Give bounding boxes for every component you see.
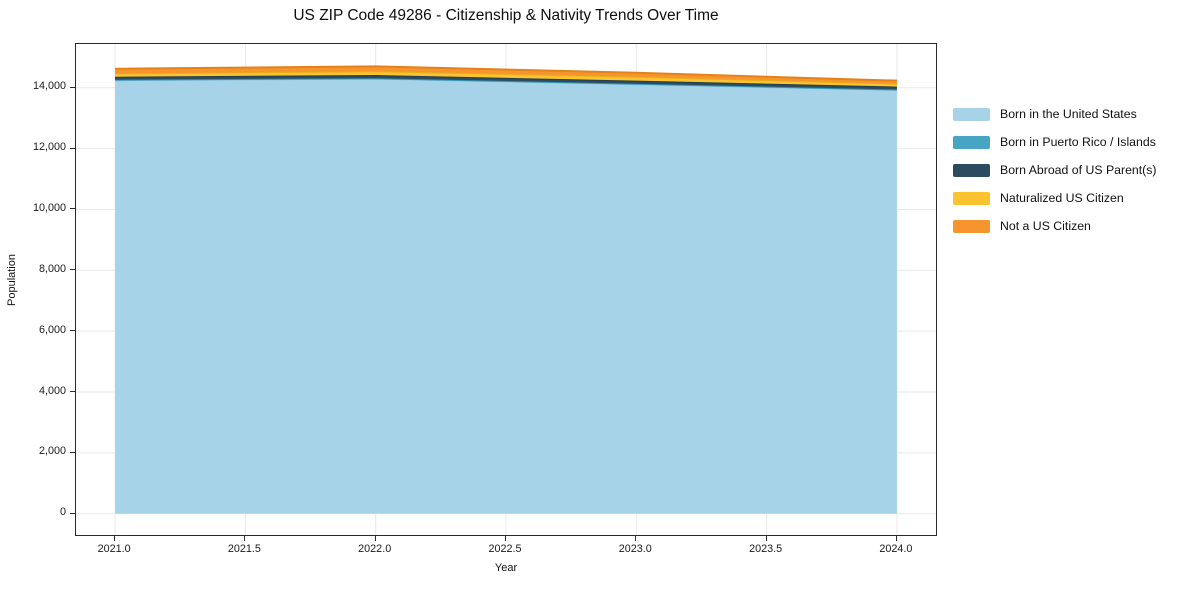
legend-swatch-icon bbox=[953, 163, 990, 177]
legend-label: Born in the United States bbox=[1000, 107, 1137, 121]
x-tick-mark bbox=[114, 536, 116, 541]
x-tick-label: 2024.0 bbox=[879, 543, 913, 555]
y-tick-mark bbox=[70, 512, 75, 514]
y-axis-label: Population bbox=[6, 254, 18, 306]
x-tick-mark bbox=[505, 536, 506, 541]
x-tick-mark bbox=[895, 536, 897, 541]
legend-label: Naturalized US Citizen bbox=[1000, 191, 1124, 205]
stacked-area-chart bbox=[76, 44, 936, 535]
legend-item: Not a US Citizen bbox=[953, 212, 1157, 240]
legend-swatch-icon bbox=[953, 107, 990, 121]
legend-item: Born Abroad of US Parent(s) bbox=[953, 156, 1157, 184]
x-tick-mark bbox=[635, 536, 637, 541]
area-topline bbox=[115, 65, 897, 82]
legend-label: Not a US Citizen bbox=[1000, 219, 1091, 233]
y-tick-label: 0 bbox=[59, 506, 66, 519]
x-tick-label: 2023.0 bbox=[618, 543, 652, 555]
x-axis-label: Year bbox=[494, 562, 518, 574]
y-tick-label: 2,000 bbox=[38, 445, 66, 458]
x-tick-mark bbox=[374, 536, 376, 541]
area-not-a-us-citizen bbox=[115, 66, 897, 84]
x-tick-mark bbox=[244, 536, 246, 541]
legend-swatch-icon bbox=[953, 219, 990, 233]
y-tick-mark bbox=[70, 269, 75, 271]
x-tick-label: 2022.0 bbox=[358, 543, 392, 555]
legend-item: Born in Puerto Rico / Islands bbox=[953, 128, 1157, 156]
x-tick-label: 2023.5 bbox=[749, 543, 783, 555]
y-tick-mark bbox=[70, 86, 75, 88]
y-tick-mark bbox=[70, 451, 75, 453]
y-tick-label: 6,000 bbox=[38, 323, 66, 336]
area-born-in-the-united-states bbox=[115, 78, 897, 514]
x-tick-mark bbox=[765, 536, 767, 541]
legend-item: Born in the United States bbox=[953, 100, 1157, 128]
legend-swatch-icon bbox=[953, 191, 990, 205]
legend-label: Born in Puerto Rico / Islands bbox=[1000, 135, 1156, 149]
y-tick-mark bbox=[70, 208, 75, 210]
legend-item: Naturalized US Citizen bbox=[953, 184, 1157, 212]
y-tick-mark bbox=[70, 147, 75, 149]
x-tick-label: 2022.5 bbox=[488, 543, 522, 555]
y-tick-label: 8,000 bbox=[38, 262, 66, 275]
area-naturalized-us-citizen bbox=[115, 71, 897, 87]
x-tick-label: 2021.5 bbox=[227, 543, 261, 555]
legend-label: Born Abroad of US Parent(s) bbox=[1000, 163, 1157, 177]
legend: Born in the United States Born in Puerto … bbox=[953, 100, 1157, 240]
y-tick-label: 14,000 bbox=[32, 80, 66, 93]
x-tick-label: 2021.0 bbox=[97, 543, 131, 555]
plot-area bbox=[75, 43, 937, 536]
legend-swatch-icon bbox=[953, 135, 990, 149]
y-tick-mark bbox=[70, 391, 75, 393]
chart-title: US ZIP Code 49286 - Citizenship & Nativi… bbox=[293, 7, 719, 24]
y-tick-mark bbox=[70, 330, 75, 332]
y-tick-label: 4,000 bbox=[38, 384, 66, 397]
y-tick-label: 10,000 bbox=[32, 201, 66, 214]
y-tick-label: 12,000 bbox=[32, 141, 66, 154]
